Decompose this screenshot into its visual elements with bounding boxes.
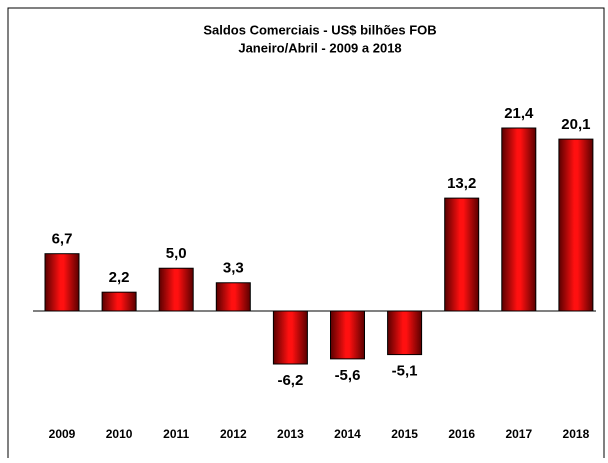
x-tick-label: 2011 xyxy=(163,427,189,441)
bar xyxy=(44,253,80,312)
bar xyxy=(158,267,194,312)
value-label: 2,2 xyxy=(109,269,130,286)
value-label: -5,1 xyxy=(392,363,418,380)
value-label: 5,0 xyxy=(166,245,187,262)
x-tick-label: 2012 xyxy=(220,427,247,441)
x-tick-label: 2009 xyxy=(49,427,76,441)
x-tick-label: 2017 xyxy=(505,427,532,441)
value-label: 21,4 xyxy=(504,105,534,122)
value-label: 3,3 xyxy=(223,260,244,277)
bar xyxy=(501,127,537,312)
chart-title: Saldos Comerciais - US$ bilhões FOB xyxy=(203,22,436,37)
value-label: 20,1 xyxy=(561,116,590,133)
bar xyxy=(272,310,308,365)
value-label: -6,2 xyxy=(277,372,303,389)
bar xyxy=(387,310,423,356)
x-tick-label: 2016 xyxy=(448,427,475,441)
bar xyxy=(215,282,251,312)
x-tick-label: 2018 xyxy=(563,427,590,441)
x-tick-label: 2010 xyxy=(106,427,133,441)
x-tick-label: 2014 xyxy=(334,427,361,441)
bar xyxy=(444,197,480,312)
value-label: 13,2 xyxy=(447,175,476,192)
frame xyxy=(7,7,605,463)
x-tick-label: 2013 xyxy=(277,427,304,441)
chart-subtitle: Janeiro/Abril - 2009 a 2018 xyxy=(238,40,401,55)
value-label: 6,7 xyxy=(52,231,73,248)
bar xyxy=(330,310,365,360)
bar xyxy=(101,291,137,312)
bar xyxy=(558,138,594,312)
value-label: -5,6 xyxy=(335,367,361,384)
x-tick-label: 2015 xyxy=(391,427,418,441)
